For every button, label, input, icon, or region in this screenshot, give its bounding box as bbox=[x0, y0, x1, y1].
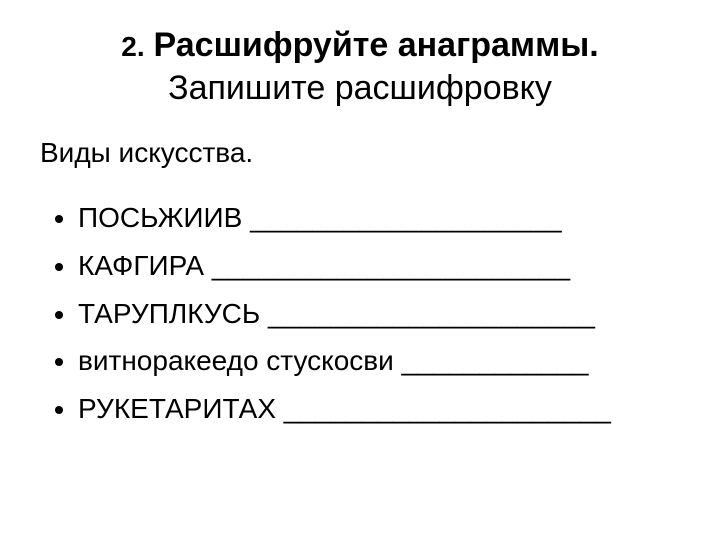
anagram-list: ПОСЬЖИИВ ____________________ КАФГИРА __… bbox=[54, 199, 684, 428]
list-item: РУКЕТАРИТАХ _____________________ bbox=[78, 390, 684, 428]
title-bold: Расшифруйте анаграммы. bbox=[154, 26, 599, 64]
list-item: КАФГИРА _______________________ bbox=[78, 247, 684, 285]
slide-title: 2. Расшифруйте анаграммы. Запишите расши… bbox=[36, 24, 684, 109]
slide: 2. Расшифруйте анаграммы. Запишите расши… bbox=[0, 0, 720, 540]
subheading: Виды искусства. bbox=[40, 137, 684, 169]
list-item: ПОСЬЖИИВ ____________________ bbox=[78, 199, 684, 237]
list-item: витноракеедо стускосви ____________ bbox=[78, 342, 684, 380]
title-normal: Запишите расшифровку bbox=[168, 69, 552, 107]
title-number: 2. bbox=[121, 31, 144, 62]
list-item: ТАРУПЛКУСЬ _____________________ bbox=[78, 295, 684, 333]
